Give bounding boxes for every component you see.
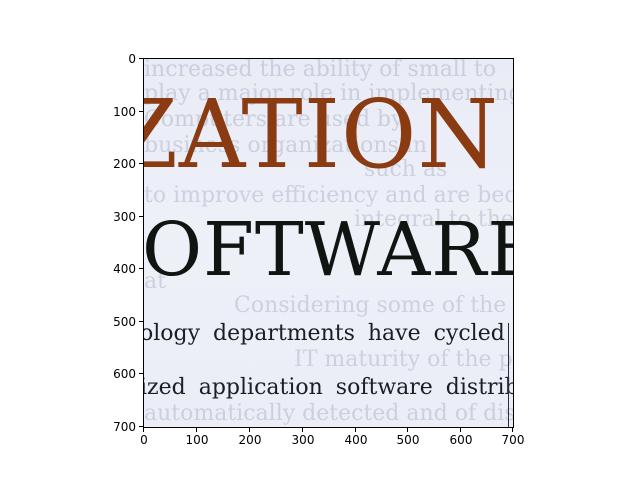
y-tick-mark (139, 163, 143, 164)
background-text-line: play a major role in implementing (144, 81, 514, 106)
x-tick-mark (512, 428, 513, 432)
background-text-line: IT maturity of the participants (294, 347, 513, 372)
x-tick-label: 500 (396, 433, 420, 447)
x-tick-mark (460, 428, 461, 432)
y-tick-label: 400 (113, 262, 136, 276)
x-tick-mark (302, 428, 303, 432)
y-tick-mark (139, 111, 143, 112)
x-tick-label: 300 (291, 433, 315, 447)
y-tick-label: 300 (113, 210, 136, 224)
y-tick-label: 600 (113, 367, 136, 381)
x-tick-mark (355, 428, 356, 432)
y-tick-label: 700 (113, 420, 136, 434)
body-text-line-1: ology departments have cycled (143, 321, 505, 346)
background-text-line: automatically detected and of distributi… (144, 401, 514, 426)
x-tick-mark (407, 428, 408, 432)
x-tick-label: 100 (185, 433, 209, 447)
y-tick-mark (139, 373, 143, 374)
x-tick-mark (196, 428, 197, 432)
background-text-line: Computers are used by (144, 107, 404, 132)
x-tick-label: 400 (344, 433, 368, 447)
x-tick-label: 200 (238, 433, 262, 447)
y-tick-label: 500 (113, 315, 136, 329)
x-tick-label: 0 (140, 433, 148, 447)
image-axes: increased the ability of small to play a… (143, 58, 514, 428)
y-tick-label: 0 (128, 52, 136, 66)
background-text-line: increased the ability of small to (144, 58, 496, 82)
x-tick-mark (143, 428, 144, 432)
y-tick-label: 200 (113, 157, 136, 171)
x-tick-mark (249, 428, 250, 432)
background-text-line: at (144, 269, 166, 294)
body-text-line-2: ized application software distribu- (143, 375, 514, 400)
background-text-line: to improve efficiency and are becoming (144, 183, 513, 208)
background-text-line: business organizations in (144, 133, 427, 158)
background-text-line: integral to the (354, 207, 514, 232)
y-tick-mark (139, 216, 143, 217)
y-tick-mark (139, 321, 143, 322)
y-tick-mark (139, 426, 143, 427)
column-rule (508, 323, 509, 427)
x-tick-label: 600 (449, 433, 473, 447)
headline-line-2: OFTWARE (143, 207, 514, 293)
y-tick-mark (139, 268, 143, 269)
y-tick-mark (139, 58, 143, 59)
background-text-line: Considering some of the considerations (234, 293, 513, 318)
y-tick-label: 100 (113, 105, 136, 119)
headline-line-1: ZATION (143, 79, 499, 190)
x-tick-label: 700 (501, 433, 525, 447)
background-text-line: such as (364, 157, 448, 182)
